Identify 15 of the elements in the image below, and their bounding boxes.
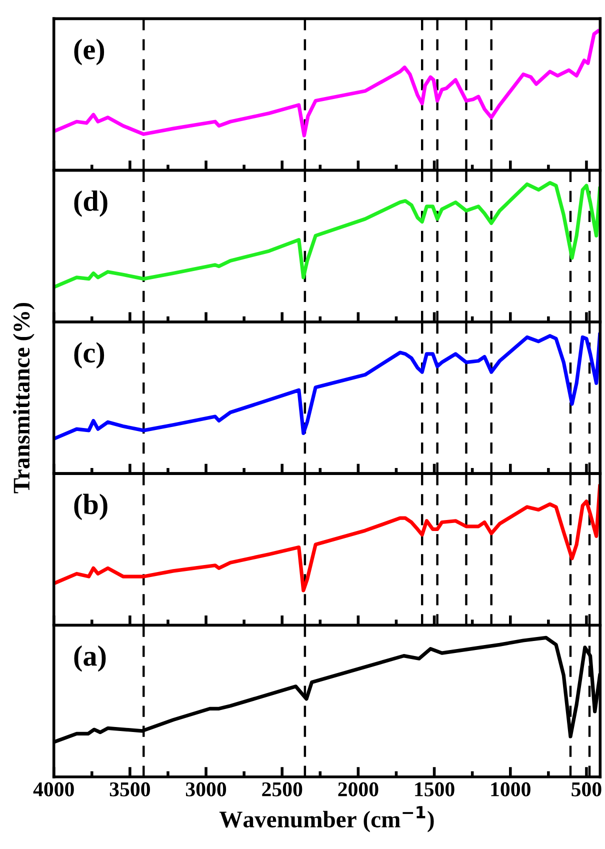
annotation: (c) — [74, 342, 104, 369]
annotation: (a) — [74, 645, 106, 672]
x-tick-label: 4000 — [33, 782, 74, 796]
x-tick-label: 3500 — [110, 782, 150, 796]
annotation: (d) — [74, 190, 108, 217]
x-tick-label: 2500 — [262, 782, 302, 796]
x-tick-label: 3000 — [186, 782, 226, 796]
x-tick-label: 1000 — [491, 782, 530, 796]
annotation: (e) — [74, 38, 104, 66]
y-axis-title: Transmittance (%) — [12, 302, 34, 494]
x-tick-label: 2000 — [338, 782, 378, 796]
annotation: (b) — [74, 494, 108, 520]
x-tick-label: 1500 — [415, 782, 454, 796]
x-tick-label: 500 — [572, 782, 602, 796]
x-axis-title: Wavenumber (cm$^{−1}$) — [219, 806, 434, 832]
